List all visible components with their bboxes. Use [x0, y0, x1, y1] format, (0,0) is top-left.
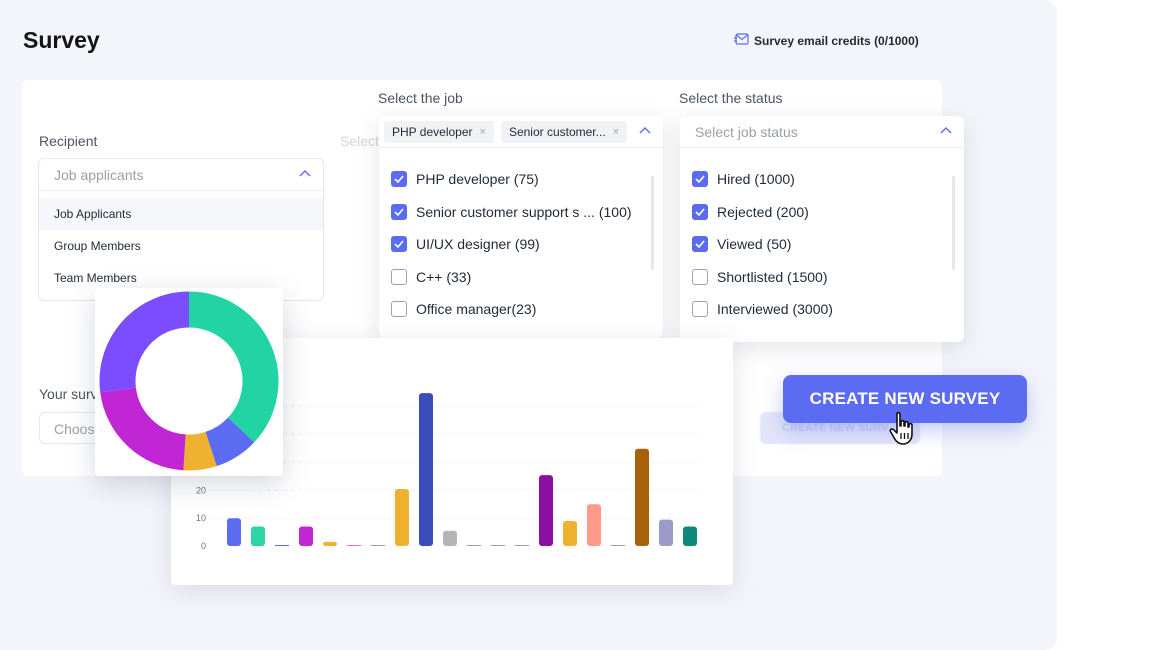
job-option-label: UI/UX designer (99)	[416, 236, 540, 253]
bar	[491, 545, 505, 546]
bar	[659, 519, 673, 546]
job-option-label: PHP developer (75)	[416, 171, 539, 188]
checkbox-empty-icon[interactable]	[692, 268, 708, 285]
status-option-label: Rejected (200)	[717, 203, 809, 220]
donut-slice	[183, 431, 217, 471]
remove-tag-icon[interactable]: ×	[612, 125, 620, 138]
job-select[interactable]: PHP developer × Senior customer... ×	[379, 116, 663, 148]
recipient-option[interactable]: Team Members	[54, 271, 137, 285]
ghost-select-label: Select	[340, 133, 379, 149]
job-option-label: C++ (33)	[416, 268, 472, 285]
checkbox-checked-icon[interactable]	[692, 171, 708, 188]
donut-slice	[100, 386, 187, 471]
bar	[299, 526, 313, 546]
y-tick-label: 10	[196, 513, 206, 523]
job-option[interactable]: C++ (33)	[379, 261, 663, 294]
job-tag-label: Senior customer...	[508, 124, 606, 139]
bar	[563, 520, 577, 546]
create-survey-button[interactable]: CREATE NEW SURVEY	[783, 375, 1027, 423]
job-label: Select the job	[378, 90, 463, 106]
job-dropdown[interactable]: PHP developer × Senior customer... × PHP de…	[379, 116, 663, 338]
status-option-label: Hired (1000)	[717, 171, 795, 188]
bar	[419, 393, 433, 546]
y-tick-label: 20	[196, 485, 206, 495]
recipient-placeholder: Job applicants	[54, 166, 144, 183]
checkbox-checked-icon[interactable]	[391, 203, 407, 220]
bar	[275, 545, 289, 546]
donut-slice	[204, 417, 255, 467]
remove-tag-icon[interactable]: ×	[479, 125, 486, 138]
checkbox-empty-icon[interactable]	[391, 301, 407, 318]
recipient-dropdown[interactable]: Job applicants Job Applicants Group Membe…	[38, 158, 324, 301]
status-placeholder: Select job status	[695, 123, 798, 140]
status-dropdown[interactable]: Select job status Hired (1000) Rejected (…	[680, 116, 964, 342]
checkbox-checked-icon[interactable]	[391, 171, 407, 188]
job-option-label: Office manager(23)	[416, 301, 537, 318]
ghost-button-label: CREATE NEW SURV	[782, 422, 889, 434]
status-label: Select the status	[679, 90, 783, 106]
job-scrollbar[interactable]	[651, 176, 654, 270]
job-option[interactable]: Office manager(23)	[379, 293, 663, 326]
status-select[interactable]: Select job status	[680, 116, 964, 148]
recipient-option[interactable]: Group Members	[54, 239, 141, 253]
bar	[227, 518, 241, 546]
status-option-label: Shortlisted (1500)	[717, 268, 828, 285]
job-option[interactable]: PHP developer (75)	[379, 163, 663, 196]
status-option[interactable]: Hired (1000)	[680, 163, 964, 196]
create-survey-label: CREATE NEW SURVEY	[809, 389, 1001, 408]
checkbox-empty-icon[interactable]	[391, 268, 407, 285]
bar	[587, 504, 601, 546]
status-option[interactable]: Rejected (200)	[680, 196, 964, 229]
survey-label: Your surv	[39, 386, 98, 402]
bar	[347, 545, 361, 546]
page-title: Survey	[23, 27, 100, 53]
checkbox-checked-icon[interactable]	[391, 236, 407, 253]
status-option[interactable]: Viewed (50)	[680, 228, 964, 261]
bar	[611, 545, 625, 546]
credits-indicator: Survey email credits (0/1000)	[734, 33, 919, 48]
bar	[395, 489, 409, 546]
email-icon	[734, 33, 749, 48]
job-tag-label: PHP developer	[392, 124, 473, 139]
bar	[515, 545, 529, 546]
status-option[interactable]: Shortlisted (1500)	[680, 261, 964, 294]
chevron-up-icon[interactable]	[639, 126, 651, 136]
job-tag: PHP developer ×	[384, 120, 494, 143]
survey-placeholder: Choos	[54, 421, 95, 437]
bar	[371, 545, 385, 546]
bar	[323, 541, 337, 546]
bar	[539, 475, 553, 546]
status-scrollbar[interactable]	[952, 176, 955, 270]
checkbox-checked-icon[interactable]	[692, 203, 708, 220]
status-option-label: Viewed (50)	[717, 236, 792, 253]
bar-chart: 0 10 20	[196, 393, 701, 551]
bar	[683, 526, 697, 546]
status-option[interactable]: Interviewed (3000)	[680, 293, 964, 326]
donut-chart-card	[95, 288, 283, 476]
recipient-label: Recipient	[39, 133, 98, 149]
donut-slice	[188, 291, 279, 443]
credits-label: Survey email credits (0/1000)	[754, 33, 919, 48]
hand-cursor-icon	[889, 411, 913, 445]
donut-chart	[99, 291, 279, 471]
status-option-label: Interviewed (3000)	[717, 301, 833, 318]
bar	[467, 545, 481, 546]
chevron-up-icon[interactable]	[940, 126, 952, 136]
checkbox-empty-icon[interactable]	[692, 301, 708, 318]
job-tag: Senior customer... ×	[500, 120, 628, 143]
bar	[251, 526, 265, 546]
recipient-select[interactable]: Job applicants	[39, 159, 323, 191]
y-tick-label: 0	[201, 541, 206, 551]
bar	[443, 530, 457, 546]
checkbox-checked-icon[interactable]	[692, 236, 708, 253]
chevron-up-icon[interactable]	[299, 169, 311, 179]
recipient-option[interactable]: Job Applicants	[39, 198, 323, 230]
app-window: Survey Survey email credits (0/1000) Rec…	[0, 0, 1057, 650]
bar	[635, 448, 649, 546]
job-option[interactable]: UI/UX designer (99)	[379, 228, 663, 261]
donut-slice	[99, 291, 190, 393]
job-option[interactable]: Senior customer support s ... (100)	[379, 196, 663, 229]
job-option-label: Senior customer support s ... (100)	[416, 203, 632, 220]
